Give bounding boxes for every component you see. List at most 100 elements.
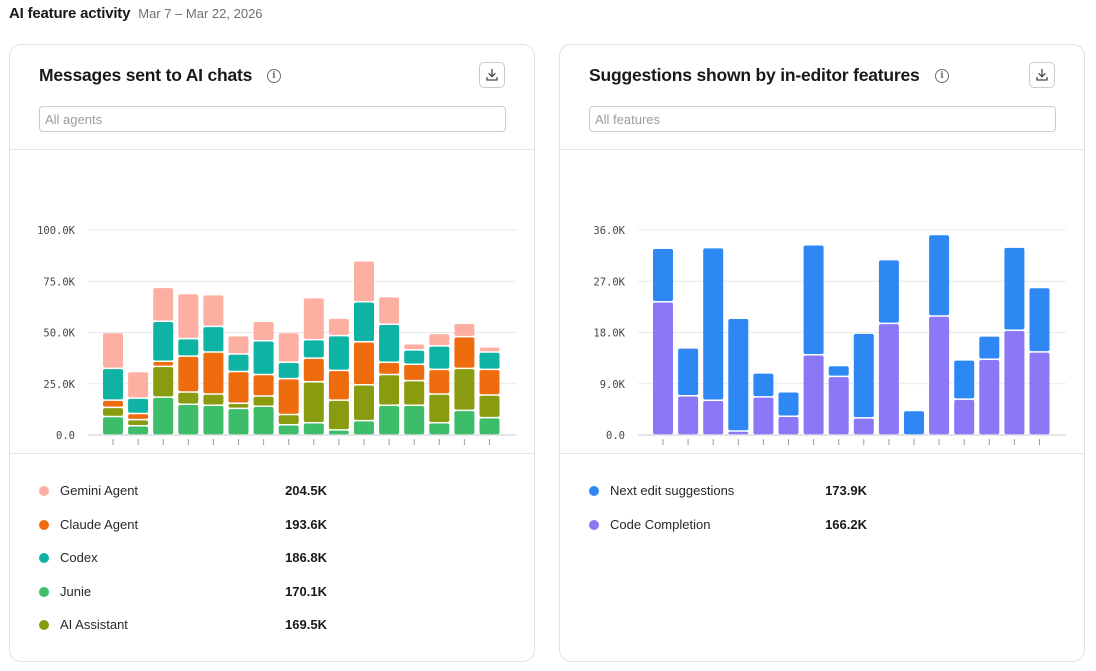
bar-segment[interactable]	[479, 395, 500, 417]
legend-item[interactable]: Junie 170.1K	[39, 582, 327, 616]
bar-segment[interactable]	[253, 321, 274, 340]
bar-segment[interactable]	[753, 373, 774, 397]
bar-segment[interactable]	[828, 377, 849, 435]
info-icon[interactable]: i	[267, 69, 281, 83]
bar-segment[interactable]	[228, 403, 249, 408]
bar-segment[interactable]	[178, 405, 199, 435]
bar-segment[interactable]	[979, 360, 1000, 435]
bar-segment[interactable]	[128, 420, 149, 426]
bar-segment[interactable]	[103, 333, 123, 368]
bar-segment[interactable]	[379, 362, 400, 374]
bar-segment[interactable]	[904, 411, 924, 435]
bar-segment[interactable]	[354, 302, 374, 341]
bar-segment[interactable]	[878, 324, 899, 435]
bar-segment[interactable]	[103, 369, 123, 400]
bar-segment[interactable]	[653, 302, 673, 435]
bar-segment[interactable]	[703, 248, 724, 400]
bar-segment[interactable]	[103, 400, 123, 407]
bar-segment[interactable]	[153, 397, 174, 435]
bar-segment[interactable]	[954, 399, 975, 435]
bar-segment[interactable]	[128, 372, 149, 398]
bar-segment[interactable]	[728, 431, 749, 435]
bar-segment[interactable]	[278, 362, 299, 378]
bar-segment[interactable]	[153, 321, 174, 361]
bar-segment[interactable]	[203, 406, 224, 435]
bar-segment[interactable]	[253, 407, 274, 435]
bar-segment[interactable]	[454, 324, 475, 336]
bar-segment[interactable]	[429, 346, 450, 369]
legend-item[interactable]: Codex 186.8K	[39, 548, 327, 582]
legend-item[interactable]: Gemini Agent 204.5K	[39, 481, 327, 515]
bar-segment[interactable]	[303, 358, 324, 381]
bar-segment[interactable]	[253, 375, 274, 396]
bar-segment[interactable]	[379, 375, 400, 405]
bar-segment[interactable]	[803, 355, 824, 435]
bar-segment[interactable]	[454, 369, 475, 410]
bar-segment[interactable]	[853, 418, 874, 435]
bar-segment[interactable]	[128, 398, 149, 413]
bar-segment[interactable]	[479, 352, 500, 369]
bar-segment[interactable]	[278, 415, 299, 424]
bar-segment[interactable]	[1029, 288, 1050, 352]
bar-segment[interactable]	[1004, 330, 1025, 435]
bar-segment[interactable]	[379, 406, 400, 435]
bar-segment[interactable]	[404, 406, 425, 435]
bar-segment[interactable]	[429, 370, 450, 394]
bar-segment[interactable]	[328, 430, 349, 435]
bar-segment[interactable]	[203, 394, 224, 405]
bar-segment[interactable]	[328, 336, 349, 370]
bar-segment[interactable]	[429, 334, 450, 346]
bar-segment[interactable]	[778, 392, 799, 416]
bar-segment[interactable]	[678, 348, 699, 395]
bar-segment[interactable]	[328, 318, 349, 335]
bar-segment[interactable]	[203, 295, 224, 326]
bar-segment[interactable]	[278, 425, 299, 435]
bar-segment[interactable]	[354, 421, 374, 435]
bar-segment[interactable]	[379, 325, 400, 362]
bar-segment[interactable]	[678, 396, 699, 435]
bar-segment[interactable]	[228, 354, 249, 371]
bar-segment[interactable]	[479, 418, 500, 435]
legend-item[interactable]: Claude Agent 193.6K	[39, 515, 327, 549]
bar-segment[interactable]	[828, 366, 849, 376]
bar-segment[interactable]	[454, 411, 475, 435]
bar-segment[interactable]	[128, 414, 149, 419]
bar-segment[interactable]	[929, 235, 950, 316]
legend-item[interactable]: Next edit suggestions 173.9K	[589, 481, 867, 515]
legend-item[interactable]: Code Completion 166.2K	[589, 515, 867, 549]
bar-segment[interactable]	[929, 316, 950, 435]
bar-segment[interactable]	[703, 401, 724, 435]
features-filter-input[interactable]	[589, 106, 1056, 132]
legend-item[interactable]: AI Assistant 169.5K	[39, 615, 327, 649]
bar-segment[interactable]	[853, 333, 874, 418]
bar-segment[interactable]	[178, 294, 199, 338]
bar-segment[interactable]	[354, 385, 374, 420]
bar-segment[interactable]	[479, 370, 500, 395]
bar-segment[interactable]	[328, 371, 349, 400]
bar-segment[interactable]	[878, 260, 899, 323]
bar-segment[interactable]	[303, 298, 324, 339]
bar-segment[interactable]	[354, 261, 374, 302]
bar-segment[interactable]	[178, 356, 199, 392]
bar-segment[interactable]	[278, 379, 299, 414]
bar-segment[interactable]	[479, 347, 500, 352]
bar-segment[interactable]	[379, 297, 400, 324]
bar-segment[interactable]	[178, 339, 199, 356]
bar-segment[interactable]	[404, 344, 425, 350]
bar-segment[interactable]	[153, 288, 174, 321]
bar-segment[interactable]	[228, 336, 249, 354]
bar-segment[interactable]	[153, 361, 174, 366]
bar-segment[interactable]	[753, 397, 774, 435]
bar-segment[interactable]	[178, 392, 199, 404]
bar-segment[interactable]	[228, 372, 249, 403]
bar-segment[interactable]	[728, 319, 749, 431]
bar-segment[interactable]	[253, 396, 274, 406]
bar-segment[interactable]	[1004, 247, 1025, 330]
bar-segment[interactable]	[303, 340, 324, 358]
bar-segment[interactable]	[404, 381, 425, 405]
download-button[interactable]	[479, 62, 505, 88]
bar-segment[interactable]	[954, 360, 975, 399]
bar-segment[interactable]	[429, 394, 450, 422]
bar-segment[interactable]	[1029, 352, 1050, 435]
bar-segment[interactable]	[203, 352, 224, 394]
